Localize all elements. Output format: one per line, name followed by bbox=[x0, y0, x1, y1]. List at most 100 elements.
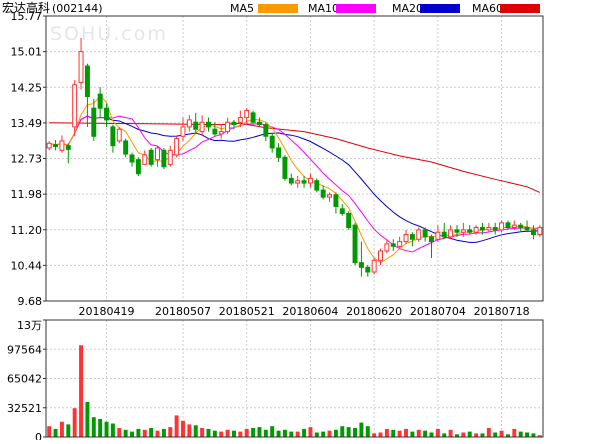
volume-bar bbox=[85, 401, 90, 437]
watermark-text: SOHU.com bbox=[50, 23, 168, 45]
volume-bar bbox=[474, 433, 479, 437]
price-panel-frame bbox=[45, 15, 544, 302]
candle bbox=[441, 222, 447, 240]
legend: MA5 MA10 MA20 MA60 bbox=[230, 2, 540, 15]
volume-bar bbox=[423, 430, 428, 437]
candle bbox=[409, 232, 415, 247]
candle-body bbox=[218, 131, 224, 135]
volume-bar bbox=[499, 430, 504, 437]
volume-bar bbox=[448, 429, 453, 437]
ma10-series bbox=[49, 115, 540, 253]
date-tick-label: 20180507 bbox=[155, 305, 211, 318]
candle-body bbox=[142, 154, 148, 165]
candle bbox=[193, 112, 199, 134]
candle-body bbox=[104, 107, 110, 121]
ma20-line bbox=[49, 115, 540, 243]
candle-body bbox=[231, 121, 237, 126]
candle bbox=[263, 122, 269, 141]
candle bbox=[403, 229, 409, 244]
volume-bar bbox=[289, 431, 294, 437]
candle-body bbox=[454, 229, 460, 233]
candle bbox=[365, 264, 371, 277]
candle bbox=[161, 147, 167, 170]
volume-bar bbox=[404, 428, 408, 437]
ma5-series bbox=[49, 94, 540, 264]
volume-bar bbox=[461, 432, 466, 437]
volume-bar bbox=[512, 428, 517, 437]
ma5-line bbox=[49, 94, 540, 264]
candle bbox=[59, 135, 65, 153]
candle bbox=[460, 222, 466, 237]
candle-body bbox=[467, 229, 473, 233]
candle-body bbox=[263, 124, 269, 137]
candle bbox=[148, 147, 154, 167]
volume-bar bbox=[79, 345, 84, 437]
candle-body bbox=[78, 51, 84, 83]
candle-body bbox=[441, 231, 447, 238]
grid bbox=[46, 16, 543, 437]
candle-body bbox=[72, 84, 78, 128]
candle-body bbox=[384, 243, 390, 252]
volume-bar bbox=[314, 432, 319, 437]
candle bbox=[486, 222, 492, 233]
volume-bar bbox=[531, 433, 536, 437]
candle bbox=[429, 234, 434, 258]
candle-body bbox=[59, 140, 65, 151]
candle bbox=[206, 117, 211, 132]
candle-body bbox=[346, 212, 352, 229]
date-tick-label: 20180620 bbox=[346, 305, 402, 318]
volume-bar bbox=[537, 435, 542, 437]
candle-body bbox=[155, 147, 160, 161]
candle-body bbox=[186, 119, 192, 128]
candle-body bbox=[206, 121, 211, 128]
volume-bar bbox=[340, 426, 345, 437]
candle bbox=[269, 133, 275, 153]
volume-bar bbox=[321, 431, 326, 437]
date-tick-label: 20180521 bbox=[219, 305, 275, 318]
candle-body bbox=[53, 144, 59, 148]
candle-body bbox=[378, 250, 383, 261]
candle bbox=[492, 222, 498, 235]
candle bbox=[123, 138, 129, 158]
candle-body bbox=[422, 229, 428, 238]
candle bbox=[448, 225, 454, 240]
candle-body bbox=[295, 180, 301, 184]
volume-bar bbox=[251, 428, 256, 437]
price-tick-label: 11.98 bbox=[11, 188, 43, 201]
candle-body bbox=[212, 128, 218, 135]
candle bbox=[116, 126, 122, 144]
volume-bar bbox=[505, 434, 510, 437]
candle bbox=[180, 117, 186, 141]
stock-code: (002144) bbox=[52, 2, 103, 15]
legend-label: MA20 bbox=[392, 2, 423, 15]
volume-tick-label: 65042 bbox=[7, 373, 42, 386]
candle-body bbox=[116, 128, 122, 142]
volume-bar bbox=[117, 428, 122, 437]
volume-bar bbox=[244, 428, 249, 437]
volume-bar bbox=[493, 432, 498, 437]
volume-bar bbox=[416, 429, 421, 437]
volume-bar bbox=[142, 429, 147, 437]
candle-body bbox=[276, 147, 282, 158]
candle-body bbox=[180, 126, 186, 137]
candle-body bbox=[269, 135, 275, 149]
volume-bar bbox=[327, 430, 332, 437]
legend-item: MA10 bbox=[308, 2, 376, 15]
legend-swatch bbox=[258, 4, 298, 13]
candle-body bbox=[314, 180, 320, 191]
candle bbox=[301, 176, 307, 188]
volume-bar bbox=[110, 423, 115, 437]
volume-bar bbox=[72, 408, 77, 437]
ma10-line bbox=[49, 115, 540, 253]
candle-body bbox=[46, 142, 52, 149]
volume-bar bbox=[346, 427, 351, 437]
volume-bar bbox=[161, 428, 166, 437]
candle bbox=[467, 225, 473, 235]
candle bbox=[186, 115, 192, 132]
stock-name: 宏达高科 bbox=[2, 0, 50, 15]
volume-bar bbox=[231, 430, 236, 437]
volume-bar bbox=[193, 425, 198, 437]
candle bbox=[78, 37, 84, 90]
volume-bar bbox=[130, 431, 134, 437]
candle-body bbox=[256, 121, 262, 126]
